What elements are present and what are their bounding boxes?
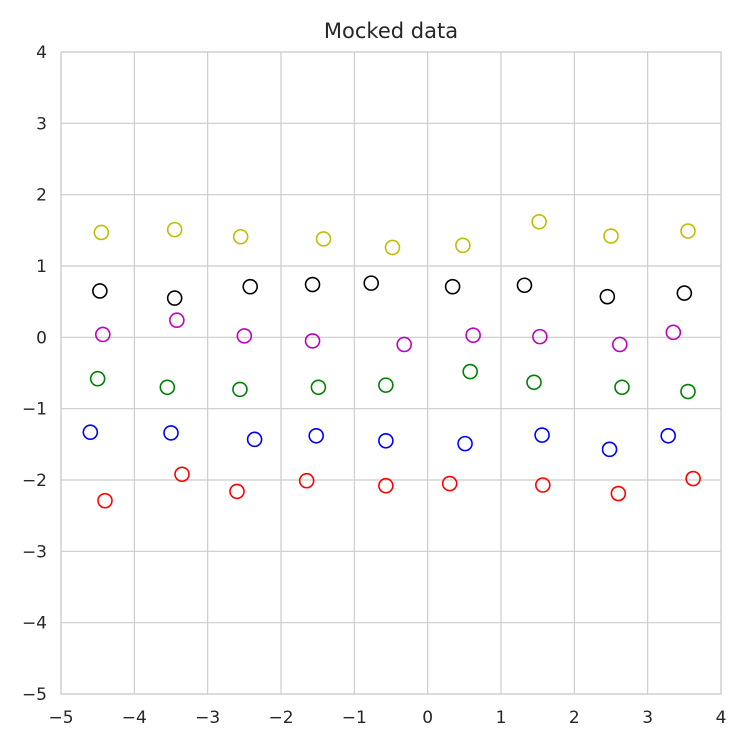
data-point: [516, 277, 533, 294]
data-point: [457, 435, 473, 452]
data-point: [601, 441, 618, 458]
data-point: [166, 221, 183, 238]
data-point: [89, 370, 106, 387]
data-point: [532, 328, 548, 345]
x-tick-label: 2: [569, 708, 580, 728]
x-tick-label: 4: [716, 708, 727, 728]
data-point: [378, 477, 394, 494]
data-point: [242, 278, 258, 295]
data-point: [159, 379, 176, 396]
x-tick-label: 3: [642, 708, 653, 728]
data-point: [610, 485, 627, 502]
data-point: [315, 231, 332, 247]
data-point: [396, 336, 413, 353]
data-point: [685, 470, 701, 487]
data-point: [93, 224, 110, 241]
x-tick-label: −4: [122, 708, 147, 728]
data-point: [304, 333, 321, 349]
data-point: [680, 223, 696, 239]
data-point: [378, 432, 394, 449]
data-point: [163, 425, 179, 441]
data-point: [95, 326, 111, 343]
y-tick-label: −3: [22, 542, 47, 562]
data-point: [82, 424, 99, 441]
series-3: [89, 363, 696, 400]
data-point: [526, 374, 542, 391]
y-tick-label: 2: [36, 186, 47, 206]
data-point: [310, 379, 327, 396]
data-point: [462, 363, 479, 380]
data-point: [308, 427, 325, 444]
points-layer: [82, 213, 701, 509]
data-point: [236, 328, 253, 344]
data-point: [229, 483, 245, 500]
data-point: [444, 278, 461, 295]
data-point: [534, 477, 551, 493]
x-tick-label: 0: [422, 708, 433, 728]
data-point: [232, 381, 248, 398]
data-point: [614, 379, 630, 396]
data-point: [599, 288, 616, 305]
data-point: [603, 228, 619, 244]
y-axis-ticks: −5 −4 −3 −2 −1 0 1 2 3 4: [22, 43, 47, 705]
data-point: [169, 312, 185, 329]
y-tick-label: −1: [22, 400, 47, 420]
data-point: [665, 324, 682, 341]
data-point: [465, 327, 481, 343]
data-point: [363, 275, 380, 291]
data-point: [97, 492, 113, 509]
y-tick-label: −2: [22, 471, 47, 491]
x-tick-label: −2: [268, 708, 293, 728]
grid-layer: [60, 51, 722, 695]
series-0: [93, 213, 696, 256]
data-point: [246, 431, 263, 448]
chart-title: Mocked data: [324, 19, 458, 43]
y-tick-label: 0: [36, 328, 47, 348]
y-tick-label: 3: [36, 114, 47, 134]
data-point: [304, 276, 321, 293]
data-point: [174, 466, 190, 483]
series-5: [97, 466, 701, 509]
data-point: [92, 283, 108, 299]
x-tick-label: −5: [48, 708, 73, 728]
plot-frame: [60, 51, 722, 695]
series-2: [95, 312, 682, 353]
data-point: [166, 290, 183, 306]
y-tick-label: −5: [22, 685, 47, 705]
data-point: [531, 213, 547, 230]
data-point: [384, 239, 401, 256]
x-tick-label: −1: [342, 708, 367, 728]
data-point: [441, 475, 458, 492]
x-axis-ticks: −5 −4 −3 −2 −1 0 1 2 3 4: [48, 708, 726, 728]
data-point: [611, 336, 628, 353]
y-tick-label: −4: [22, 614, 47, 634]
data-point: [534, 427, 550, 443]
data-point: [298, 472, 315, 489]
y-tick-label: 4: [36, 43, 47, 63]
x-tick-label: 1: [496, 708, 507, 728]
data-point: [455, 237, 471, 254]
data-point: [232, 228, 249, 245]
x-tick-label: −3: [195, 708, 220, 728]
series-4: [82, 424, 677, 458]
series-1: [92, 275, 693, 306]
data-point: [676, 285, 693, 301]
data-point: [680, 383, 696, 400]
data-point: [660, 427, 677, 444]
y-tick-label: 1: [36, 257, 47, 277]
data-point: [378, 377, 394, 393]
